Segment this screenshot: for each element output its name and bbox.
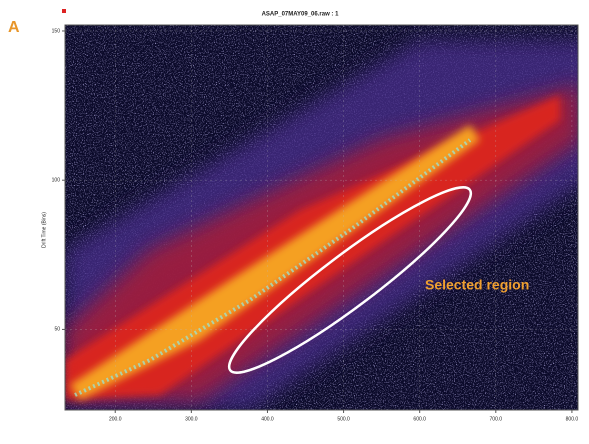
panel-label: A [8, 19, 20, 36]
x-tick-label: 300.0 [185, 416, 198, 422]
legend-swatch [62, 9, 66, 13]
x-tick-label: 400.0 [261, 416, 274, 422]
plot-frame [64, 24, 579, 411]
y-axis-label: Drift Time (Bins) [41, 212, 47, 248]
x-tick-label: 700.0 [490, 416, 503, 422]
heatmap [65, 25, 578, 410]
chart-title: ASAP_07MAY09_06.raw : 1 [262, 12, 339, 18]
x-tick-label: 600.0 [413, 416, 426, 422]
x-tick-label: 500.0 [337, 416, 350, 422]
y-tick-label: 150 [52, 28, 61, 34]
selection-ellipse [227, 186, 473, 374]
annotation: Selected region [425, 277, 529, 293]
x-tick-label: 200.0 [109, 416, 122, 422]
x-tick-label: 800.0 [566, 416, 579, 422]
y-tick-label: 100 [52, 178, 61, 184]
y-tick-label: 50 [54, 327, 60, 333]
